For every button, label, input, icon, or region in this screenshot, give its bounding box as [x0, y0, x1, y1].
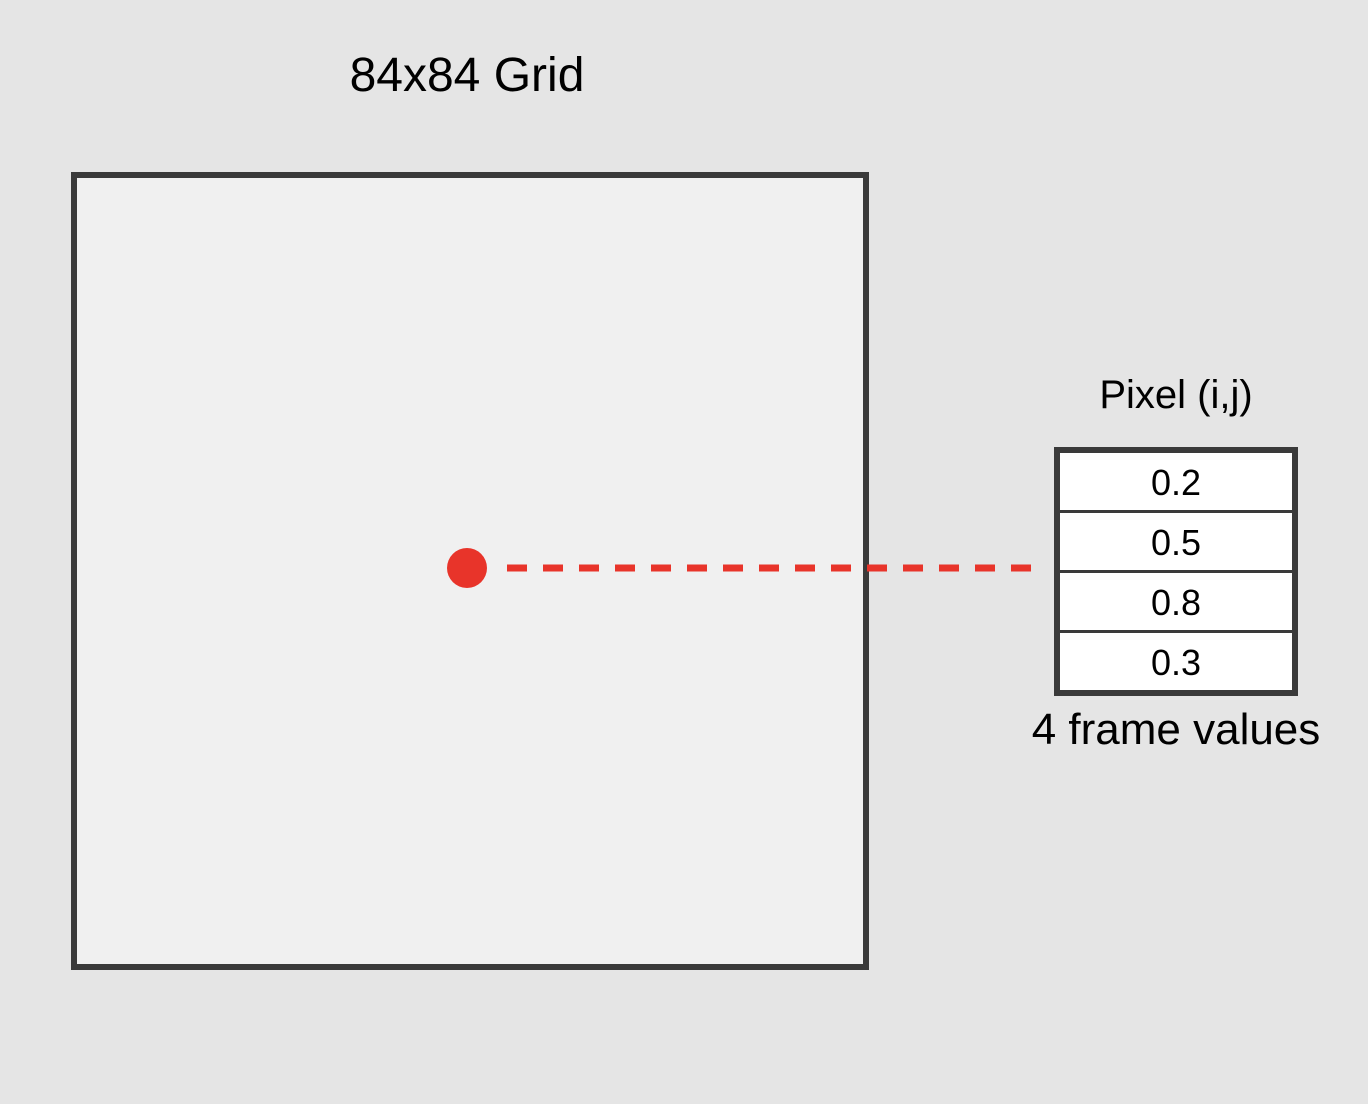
frame-values-caption: 4 frame values	[1031, 705, 1321, 754]
frame-value-cell: 0.5	[1060, 513, 1292, 573]
frame-values-stack: 0.2 0.5 0.8 0.3	[1054, 447, 1298, 696]
grid-title: 84x84 Grid	[349, 49, 585, 102]
frame-value-cell: 0.8	[1060, 573, 1292, 633]
frame-value-cell: 0.3	[1150, 642, 1202, 683]
selected-pixel-marker	[447, 548, 487, 588]
pixel-title: Pixel (i,j)	[1099, 373, 1253, 417]
frame-value-cell: 0.2	[1060, 453, 1292, 513]
